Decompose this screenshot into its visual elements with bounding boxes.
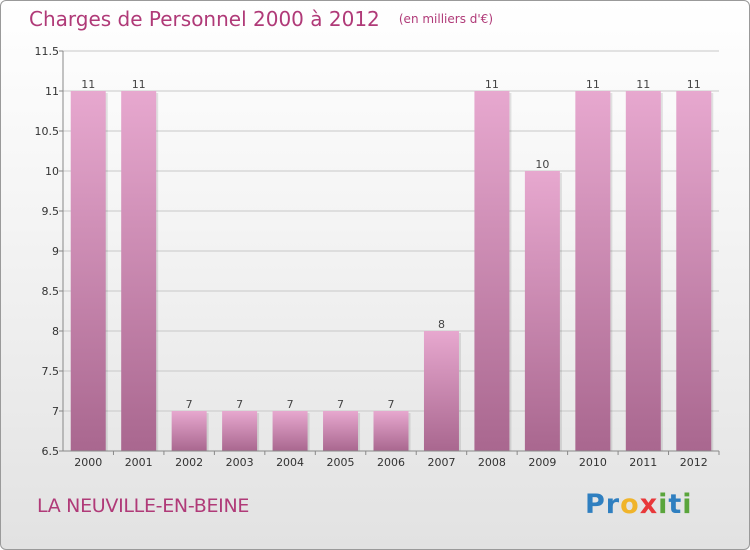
x-tick-label: 2009 (528, 456, 556, 469)
bar-value-label: 11 (636, 78, 650, 91)
x-tick-label: 2002 (175, 456, 203, 469)
logo-letter: P (585, 489, 606, 520)
bar-2011 (625, 91, 661, 451)
chart-title: Charges de Personnel 2000 à 2012 (29, 7, 380, 31)
y-tick-label: 11 (45, 85, 59, 98)
y-tick-label: 7.5 (42, 365, 60, 378)
y-tick-label: 6.5 (42, 445, 60, 458)
logo-letter: i (658, 489, 669, 520)
logo-letter: r (605, 489, 621, 520)
x-tick-label: 2006 (377, 456, 405, 469)
x-tick-label: 2000 (74, 456, 102, 469)
y-tick-label: 11.5 (35, 45, 60, 58)
bar-value-label: 11 (81, 78, 95, 91)
bar-value-label: 10 (535, 158, 549, 171)
bar-2003 (222, 411, 258, 451)
logo-letter: t (668, 489, 683, 520)
bar-value-label: 11 (586, 78, 600, 91)
logo-letter: i (682, 489, 693, 520)
x-tick-label: 2004 (276, 456, 304, 469)
bar-2001 (121, 91, 157, 451)
bar-2012 (676, 91, 712, 451)
bar-value-label: 11 (687, 78, 701, 91)
bar-value-label: 11 (485, 78, 499, 91)
bar-2005 (323, 411, 359, 451)
axes (59, 50, 720, 455)
bar-2004 (272, 411, 308, 451)
x-tick-label: 2012 (680, 456, 708, 469)
bar-value-label: 7 (337, 398, 344, 411)
bars (70, 91, 714, 451)
proxiti-logo: Proxiti (585, 489, 693, 520)
y-tick-label: 7 (52, 405, 59, 418)
logo-letter: x (639, 489, 659, 520)
x-tick-label: 2010 (579, 456, 607, 469)
x-tick-label: 2003 (226, 456, 254, 469)
commune-name: LA NEUVILLE-EN-BEINE (37, 495, 250, 517)
labels: 6.5 7 7.5 8 8.5 9 9.5 10 10.5 11 11.5 11 2000 11 2001 7… (35, 45, 708, 469)
bar-2000 (70, 91, 106, 451)
y-tick-label: 9.5 (42, 205, 60, 218)
grid-lines (63, 50, 719, 452)
y-tick-label: 10.5 (35, 125, 60, 138)
bar-2002 (171, 411, 207, 451)
y-tick-label: 8.5 (42, 285, 60, 298)
x-tick-label: 2001 (125, 456, 153, 469)
bar-2008 (474, 91, 510, 451)
bar-value-label: 7 (287, 398, 294, 411)
x-tick-label: 2011 (629, 456, 657, 469)
bar-value-label: 8 (438, 318, 445, 331)
bar-2006 (373, 411, 409, 451)
title-row: Charges de Personnel 2000 à 2012 (en mil… (29, 7, 493, 31)
bar-value-label: 11 (132, 78, 146, 91)
bar-value-label: 7 (236, 398, 243, 411)
bar-2007 (423, 331, 459, 451)
bar-2009 (524, 171, 560, 451)
x-tick-label: 2005 (327, 456, 355, 469)
y-tick-label: 8 (52, 325, 59, 338)
y-tick-label: 9 (52, 245, 59, 258)
chart-unit: (en milliers d'€) (398, 12, 493, 26)
bar-2010 (575, 91, 611, 451)
bar-value-label: 7 (186, 398, 193, 411)
bar-value-label: 7 (388, 398, 395, 411)
x-tick-label: 2007 (427, 456, 455, 469)
logo-letter: o (620, 489, 640, 520)
y-tick-label: 10 (45, 165, 59, 178)
x-tick-label: 2008 (478, 456, 506, 469)
